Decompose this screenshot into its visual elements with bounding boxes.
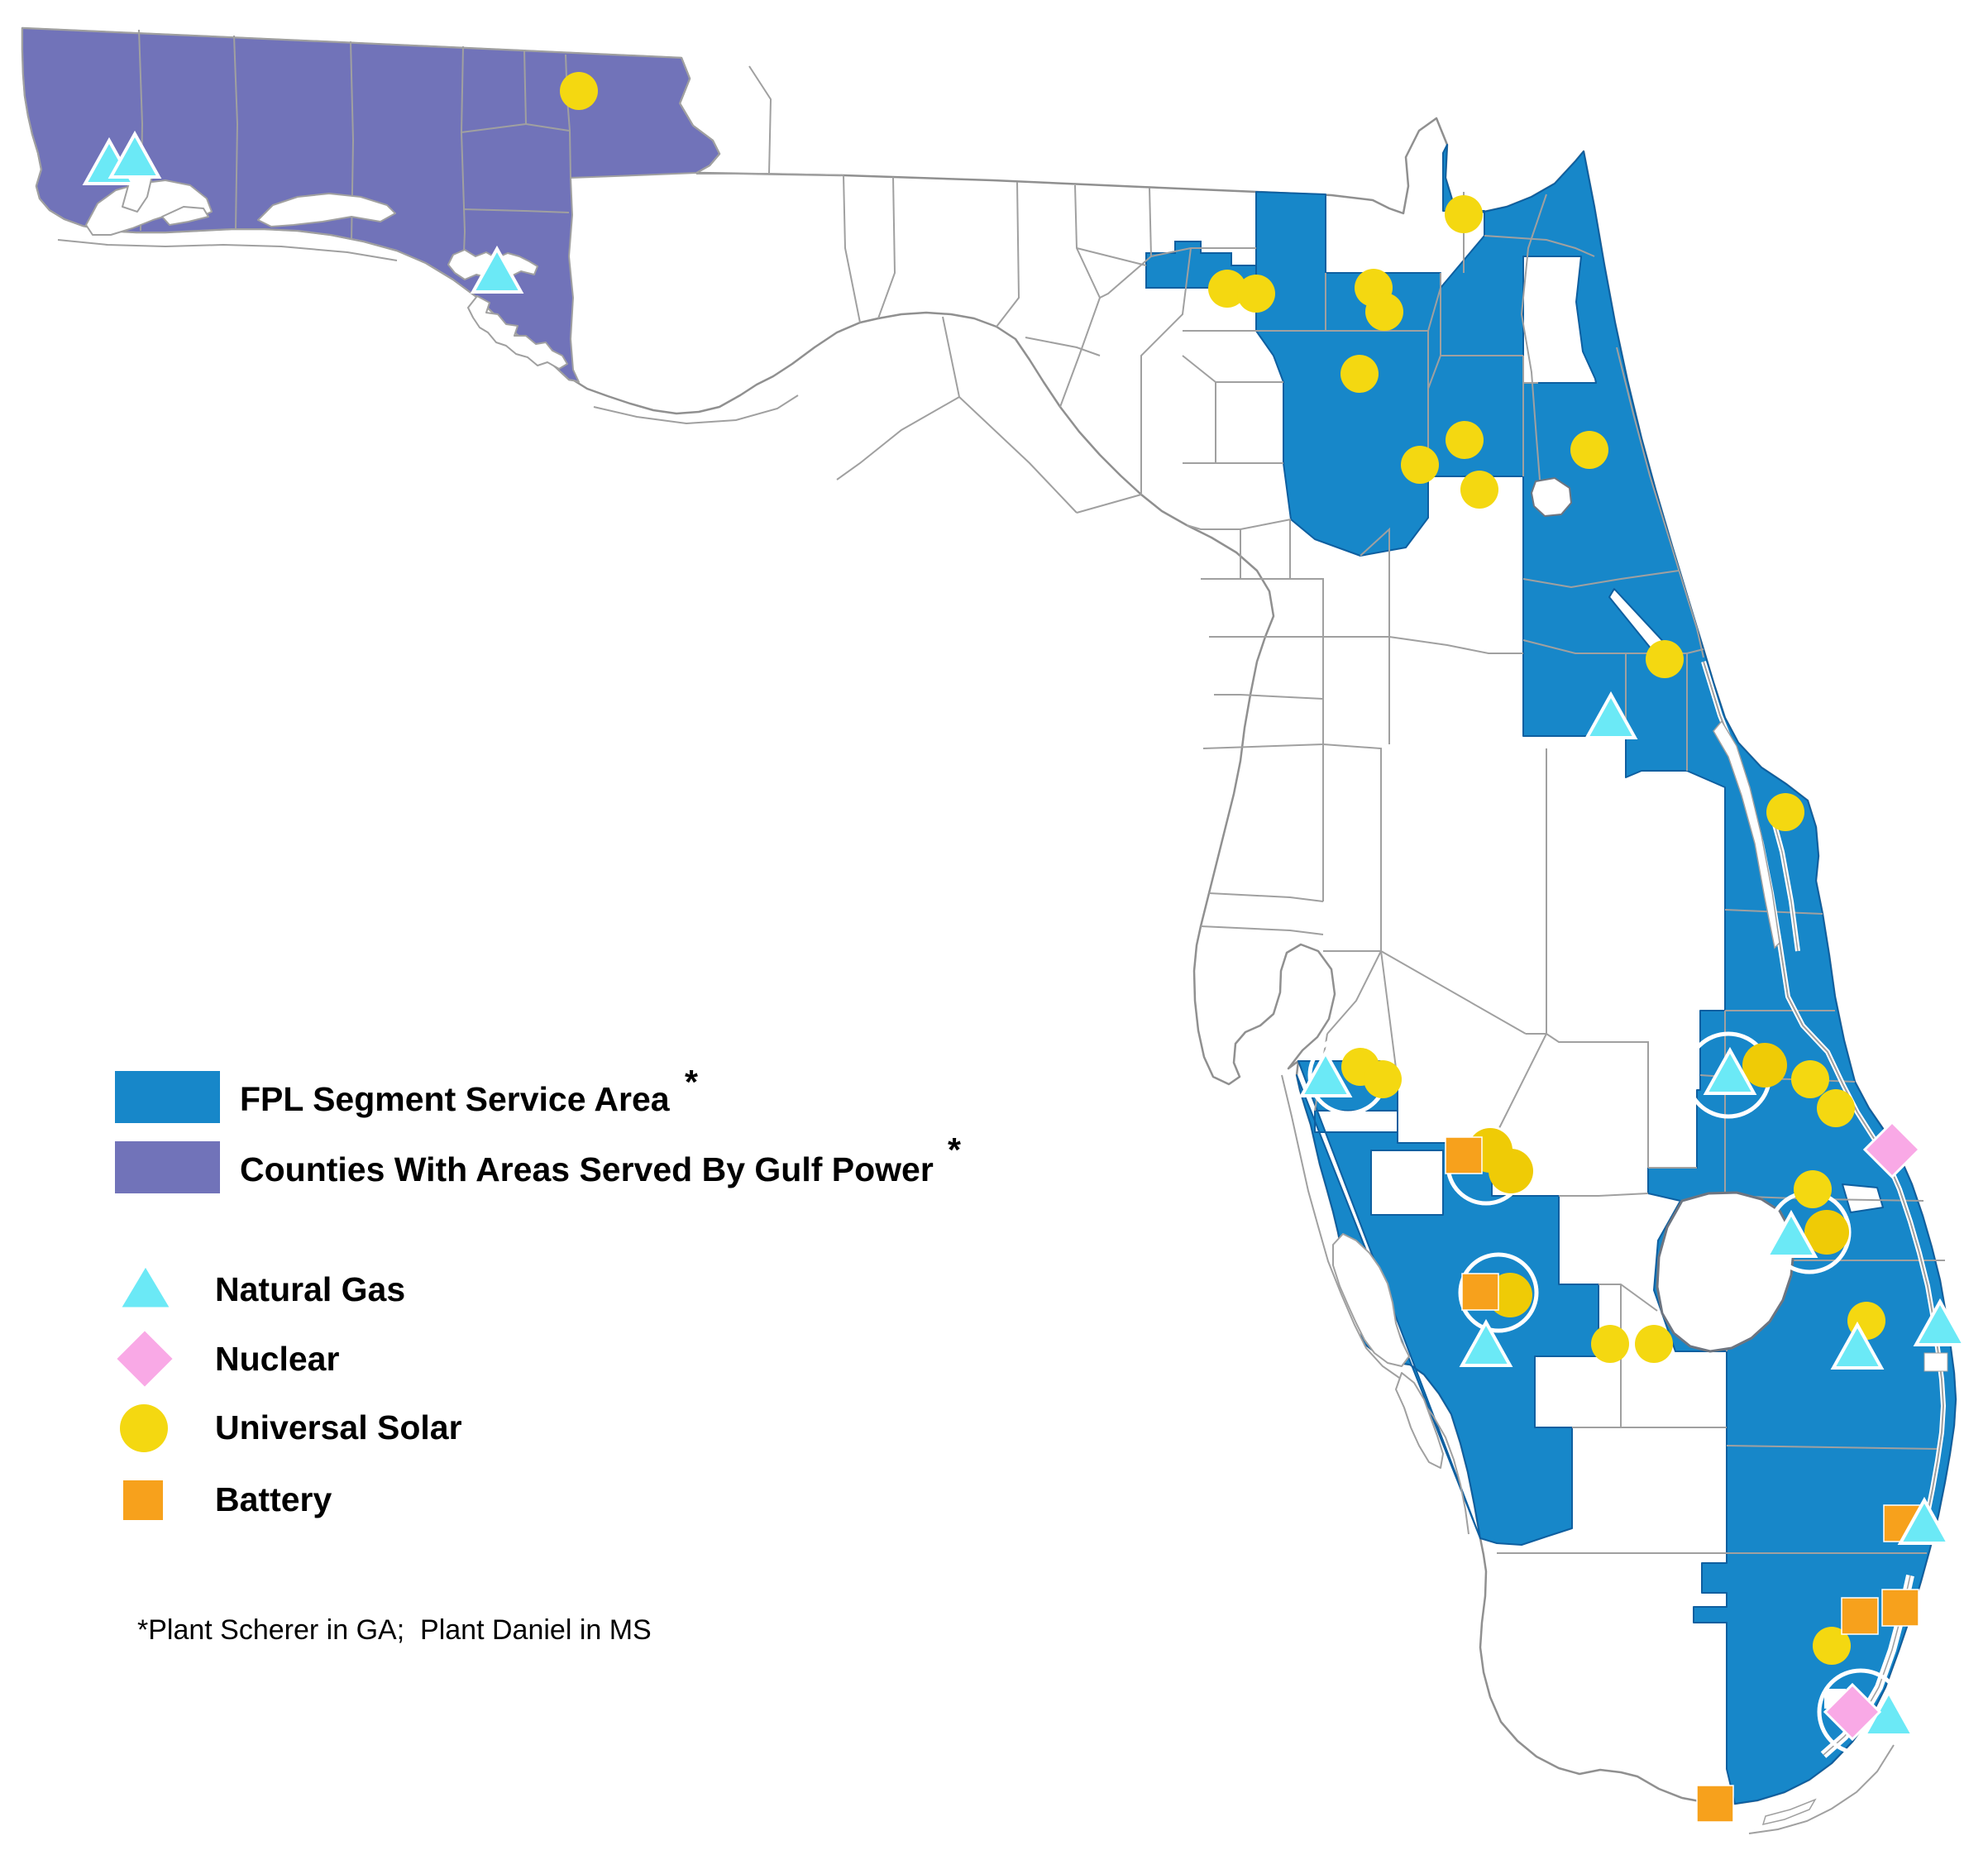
- svg-text:Battery: Battery: [215, 1480, 332, 1518]
- svg-text:*Plant Scherer in GA; Plant D: *Plant Scherer in GA; Plant Daniel in MS: [137, 1614, 652, 1646]
- svg-text:*: *: [685, 1063, 698, 1101]
- svg-text:Nuclear: Nuclear: [215, 1340, 339, 1378]
- svg-text:FPL Segment Service Area: FPL Segment Service Area: [240, 1080, 671, 1118]
- svg-text:Universal Solar: Universal Solar: [215, 1408, 462, 1446]
- svg-text:Natural Gas: Natural Gas: [215, 1270, 405, 1308]
- svg-text:Counties With Areas Served By: Counties With Areas Served By Gulf Power: [240, 1150, 934, 1188]
- svg-text:*: *: [948, 1131, 961, 1169]
